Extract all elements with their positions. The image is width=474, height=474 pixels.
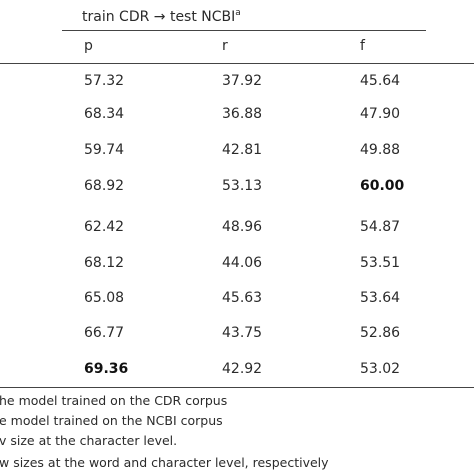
subheader-rule: [0, 63, 474, 64]
table-cell: 47.90: [360, 106, 401, 122]
footnote: he model trained on the CDR corpus: [0, 393, 228, 408]
table-cell: 54.87: [360, 219, 401, 235]
table-cell: 45.63: [222, 290, 263, 306]
table-cell: 62.42: [84, 219, 125, 235]
table-group-header: train CDR → test NCBIa: [82, 4, 241, 26]
table-cell: 53.02: [360, 361, 401, 377]
footnote: w sizes at the word and character level,…: [0, 455, 329, 470]
table-cell: 48.96: [222, 219, 263, 235]
table-cell: 60.00: [360, 177, 404, 195]
table-cell: 68.12: [84, 255, 125, 271]
table-cell: 57.32: [84, 73, 125, 89]
table-cell: 49.88: [360, 142, 401, 158]
footnote: e model trained on the NCBI corpus: [0, 413, 223, 428]
table-cell: 66.77: [84, 325, 125, 341]
table-cell: 59.74: [84, 142, 125, 158]
column-header: r: [222, 38, 228, 54]
table-cell: 53.64: [360, 290, 401, 306]
table-cell: 36.88: [222, 106, 263, 122]
table-cell: 37.92: [222, 73, 263, 89]
table-cell: 68.92: [84, 178, 125, 194]
table-cell: 42.81: [222, 142, 263, 158]
table-cell: 44.06: [222, 255, 263, 271]
column-header: p: [84, 38, 93, 54]
header-rule: [62, 30, 426, 31]
table-cell: 52.86: [360, 325, 401, 341]
bold-cell-text: 60.00: [360, 178, 405, 194]
column-header: f: [360, 38, 365, 54]
table-cell: 53.13: [222, 178, 263, 194]
header-title: train CDR → test NCBI: [82, 9, 236, 25]
table-cell: 69.36: [84, 360, 128, 378]
table-cell: 65.08: [84, 290, 125, 306]
bold-cell-text: 69.36: [84, 361, 129, 377]
footnote: v size at the character level.: [0, 433, 178, 448]
header-superscript: a: [235, 8, 241, 18]
table-cell: 42.92: [222, 361, 263, 377]
bottom-rule: [0, 387, 474, 388]
table-cell: 68.34: [84, 106, 125, 122]
table-cell: 43.75: [222, 325, 263, 341]
table-cell: 53.51: [360, 255, 401, 271]
table-cell: 45.64: [360, 73, 401, 89]
